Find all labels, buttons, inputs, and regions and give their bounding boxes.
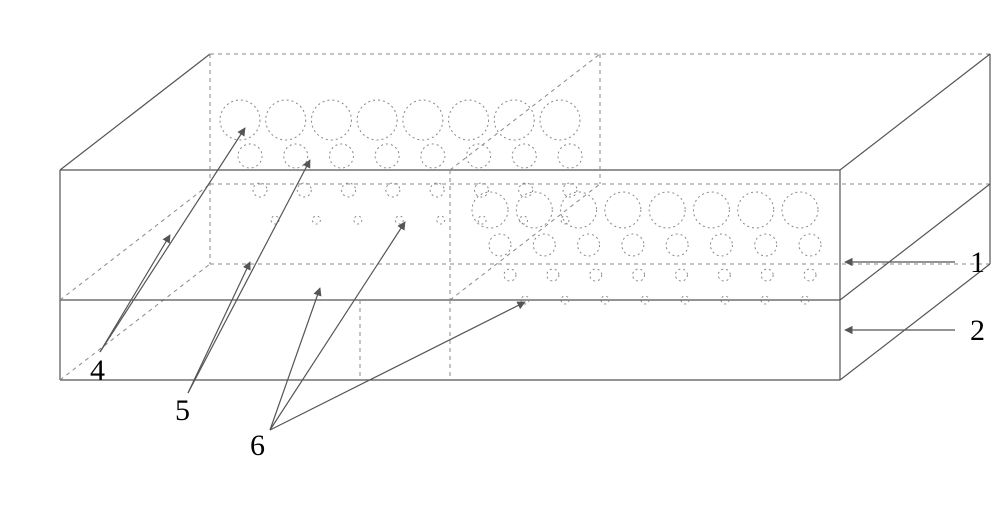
pore-circle <box>311 100 351 140</box>
pore-circle <box>804 269 816 281</box>
label-arrow <box>100 235 170 352</box>
diagram-canvas: 1 2 4 5 6 <box>0 0 1000 513</box>
pore-circle <box>520 216 528 224</box>
pore-circle <box>540 100 580 140</box>
pore-circle <box>421 144 445 168</box>
pore-circle <box>342 183 356 197</box>
pore-circle <box>649 192 685 228</box>
pore-circle <box>467 144 491 168</box>
pore-circle <box>354 216 362 224</box>
label-text: 4 <box>90 354 105 387</box>
pore-circle <box>516 192 552 228</box>
pore-circle <box>220 100 260 140</box>
pore-circle <box>403 100 443 140</box>
label-text: 1 <box>970 246 985 279</box>
pore-circle <box>474 183 488 197</box>
pore-circle <box>590 269 602 281</box>
pore-circle <box>533 234 555 256</box>
label-arrow <box>270 222 405 430</box>
pore-circle <box>558 144 582 168</box>
pore-circle <box>266 100 306 140</box>
pore-circle <box>563 183 577 197</box>
pore-circle <box>718 269 730 281</box>
pore-circle <box>738 192 774 228</box>
pore-circle <box>755 234 777 256</box>
pore-circle <box>633 269 645 281</box>
pore-circle <box>449 100 489 140</box>
pore-circle <box>622 234 644 256</box>
pore-circle <box>478 216 486 224</box>
label-text: 2 <box>970 314 985 347</box>
pore-circle <box>271 216 279 224</box>
pore-circle <box>693 192 729 228</box>
pore-circle <box>489 234 511 256</box>
pore-circle <box>547 269 559 281</box>
pore-circle <box>386 183 400 197</box>
pore-circle <box>519 183 533 197</box>
pore-circle <box>504 269 516 281</box>
pore-circle <box>284 144 308 168</box>
label-text: 6 <box>250 429 265 462</box>
pore-circle <box>605 192 641 228</box>
pore-circle <box>329 144 353 168</box>
pore-circle <box>561 216 569 224</box>
pore-circle <box>799 234 821 256</box>
pore-circle <box>710 234 732 256</box>
label-arrow <box>188 262 250 393</box>
pore-circle <box>375 144 399 168</box>
pore-circle <box>437 216 445 224</box>
pore-circle <box>253 183 267 197</box>
pore-circle <box>312 216 320 224</box>
pore-circle <box>357 100 397 140</box>
pore-circle <box>666 234 688 256</box>
pore-circle <box>430 183 444 197</box>
pore-circle <box>761 269 773 281</box>
pore-circle <box>675 269 687 281</box>
pore-circle <box>782 192 818 228</box>
label-arrow <box>188 160 310 393</box>
pore-circle <box>512 144 536 168</box>
pore-circle <box>395 216 403 224</box>
pore-circle <box>578 234 600 256</box>
label-text: 5 <box>175 394 190 427</box>
pore-circle <box>297 183 311 197</box>
pore-circle <box>238 144 262 168</box>
pore-circle <box>472 192 508 228</box>
